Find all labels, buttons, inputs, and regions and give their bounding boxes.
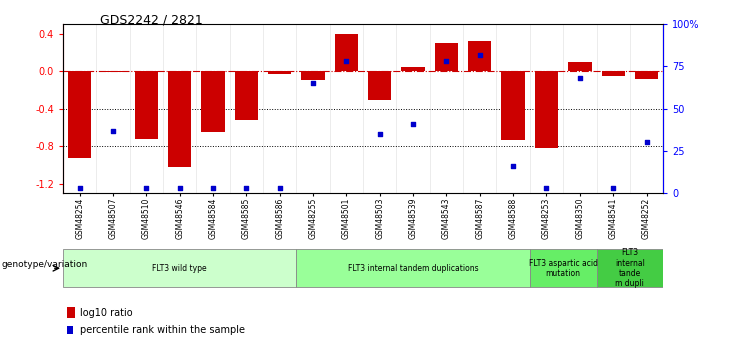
Bar [135, 71, 158, 139]
Point [608, 185, 619, 191]
Bar [635, 71, 658, 79]
Point [307, 80, 319, 86]
Bar [335, 33, 358, 71]
Point [107, 128, 119, 134]
Point [507, 164, 519, 169]
Bar [67, 326, 73, 334]
Point [74, 185, 85, 191]
Point [207, 185, 219, 191]
Text: genotype/variation: genotype/variation [1, 260, 87, 269]
Bar [168, 71, 191, 167]
Bar [530, 249, 597, 287]
Text: GDS2242 / 2821: GDS2242 / 2821 [100, 14, 203, 27]
Point [240, 185, 252, 191]
Bar [63, 249, 296, 287]
Bar [368, 71, 391, 100]
Text: percentile rank within the sample: percentile rank within the sample [80, 325, 245, 335]
Bar [535, 71, 558, 148]
Text: FLT3 internal tandem duplications: FLT3 internal tandem duplications [348, 264, 479, 273]
Text: FLT3
internal
tande
m dupli: FLT3 internal tande m dupli [615, 248, 645, 288]
Bar [568, 62, 591, 71]
Bar [268, 71, 291, 74]
Bar [68, 71, 91, 158]
Bar [202, 71, 225, 132]
Point [374, 131, 386, 137]
Text: FLT3 aspartic acid
mutation: FLT3 aspartic acid mutation [528, 258, 598, 278]
Bar [468, 41, 491, 71]
Point [341, 59, 353, 64]
Text: log10 ratio: log10 ratio [80, 308, 133, 317]
Bar [102, 71, 124, 72]
Point [273, 185, 285, 191]
Point [474, 52, 486, 57]
Bar [502, 71, 525, 140]
Point [574, 76, 585, 81]
Point [440, 59, 452, 64]
Bar [602, 71, 625, 76]
Point [140, 185, 153, 191]
Bar [235, 71, 258, 120]
Point [407, 121, 419, 127]
Text: FLT3 wild type: FLT3 wild type [153, 264, 207, 273]
Bar [597, 249, 663, 287]
Bar [302, 71, 325, 80]
Bar [296, 249, 530, 287]
Bar [402, 67, 425, 71]
Bar [435, 43, 458, 71]
Point [640, 140, 653, 145]
Bar [67, 307, 75, 318]
Point [173, 185, 185, 191]
Point [540, 185, 552, 191]
